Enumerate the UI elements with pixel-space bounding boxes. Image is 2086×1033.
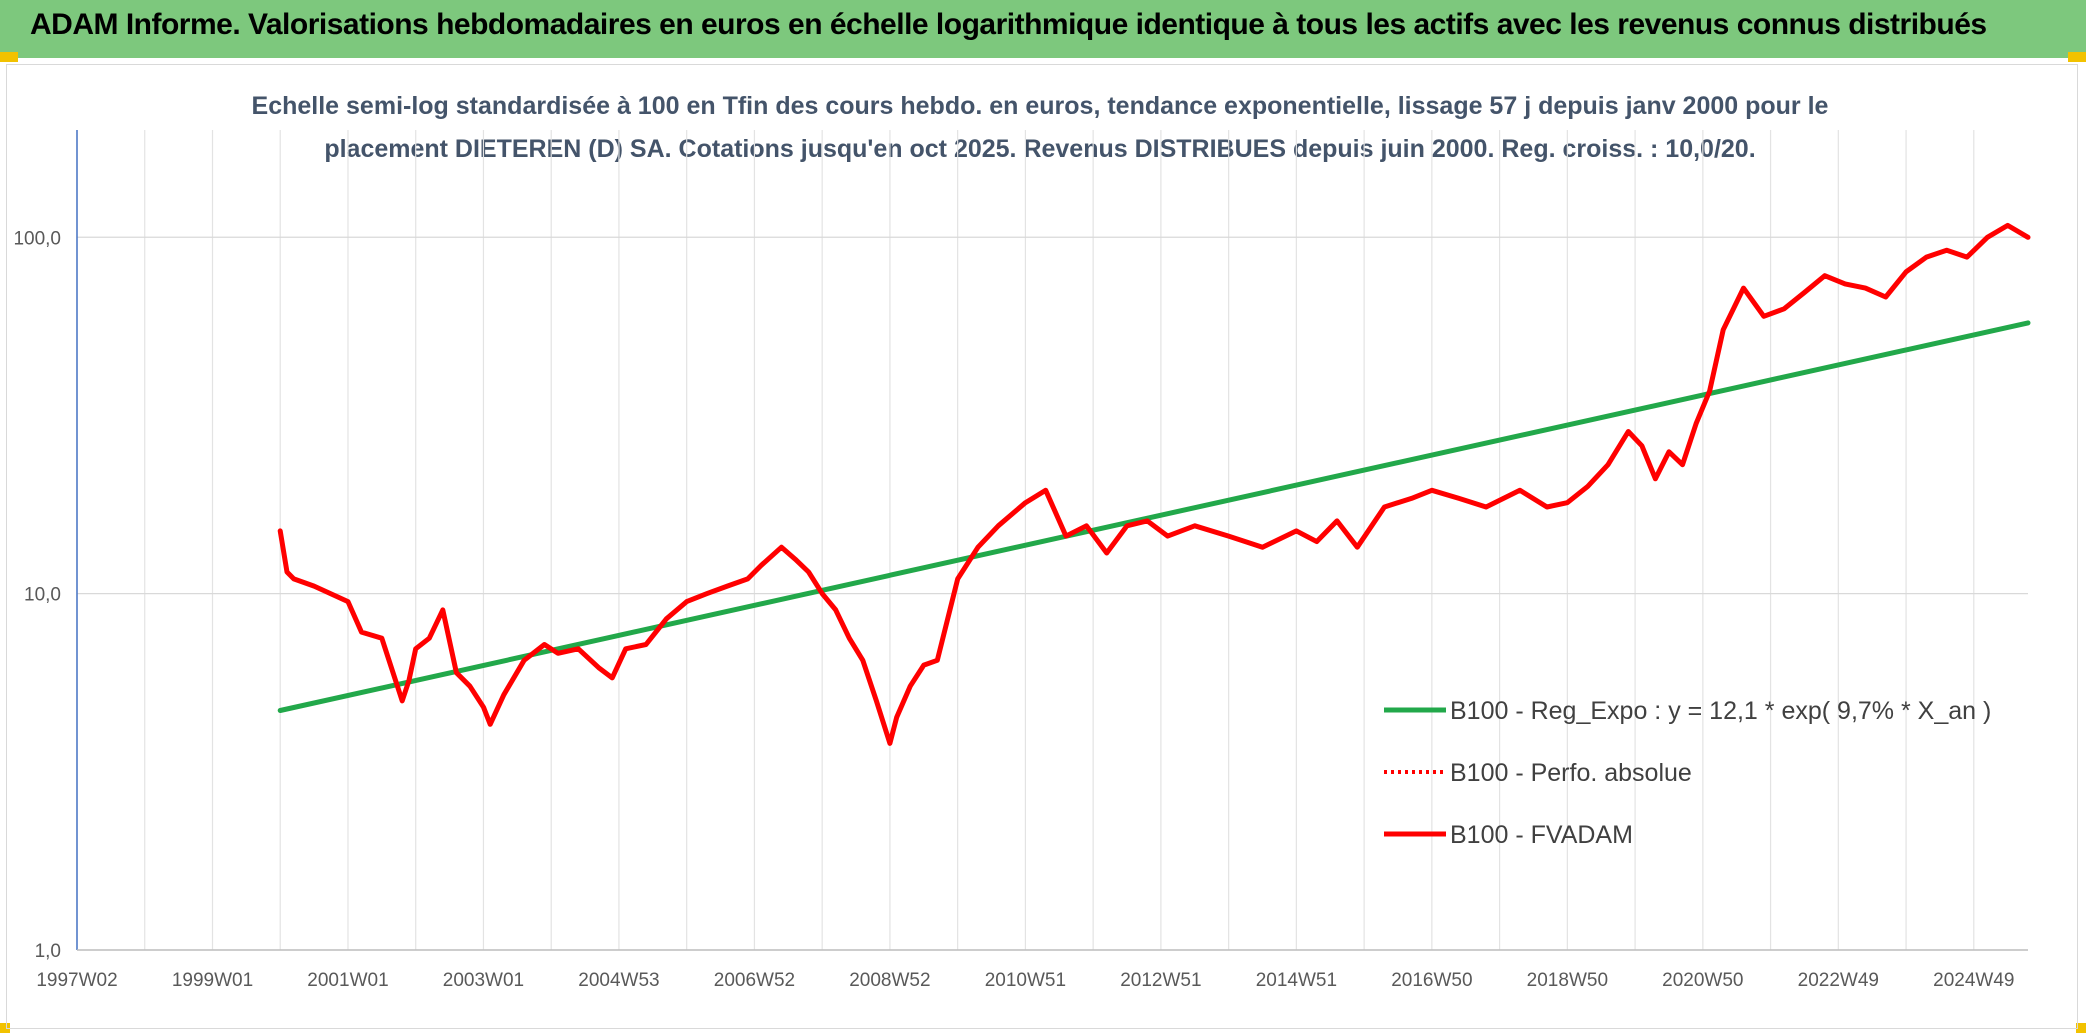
x-tick-label: 2024W49 [1933,970,2014,991]
series-line-0 [277,320,2031,713]
x-tick-label: 2012W51 [1120,970,1201,991]
chart-title-line-1: Echelle semi-log standardisée à 100 en T… [251,92,1829,120]
x-tick-label: 2008W52 [849,970,930,991]
chart-title-line-2: placement DIETEREN (D) SA. Cotations jus… [324,135,1756,163]
x-tick-label: 2014W51 [1256,970,1337,991]
x-tick-label: 2004W53 [578,970,659,991]
x-tick-label: 2018W50 [1527,970,1608,991]
x-tick-label: 2022W49 [1798,970,1879,991]
legend-label: B100 - Perfo. absolue [1450,759,1692,787]
series-line-2 [277,222,2031,746]
report-title: ADAM Informe. Valorisations hebdomadaire… [30,8,1987,41]
y-tick-label: 10,0 [24,585,61,606]
corner-mark-bottom-left [0,1023,10,1033]
report-banner: ADAM Informe. Valorisations hebdomadaire… [0,0,2086,58]
x-tick-label: 2001W01 [307,970,388,991]
x-tick-label: 2010W51 [985,970,1066,991]
corner-mark-bottom-right [2076,1023,2086,1033]
series-lines [277,222,2031,746]
corner-mark-left [0,52,18,62]
chart-frame [6,64,2078,1029]
x-tick-label: 2006W52 [714,970,795,991]
tick-labels: 1,0 10,0 100,0 1997W02 1999W01 2001W01 2003W01… [13,228,2014,991]
x-tick-label: 2020W50 [1662,970,1743,991]
legend-label: B100 - FVADAM [1450,821,1633,849]
x-tick-label: 2016W50 [1391,970,1472,991]
legend: B100 - Reg_Expo : y = 12,1 * exp( 9,7% *… [1384,697,1991,849]
y-tick-label: 1,0 [35,941,61,962]
x-tick-label: 1997W02 [36,970,117,991]
grid-lines [76,130,2028,951]
y-tick-label: 100,0 [13,228,61,249]
x-tick-label: 2003W01 [443,970,524,991]
x-tick-label: 1999W01 [172,970,253,991]
legend-label: B100 - Reg_Expo : y = 12,1 * exp( 9,7% *… [1450,697,1991,725]
axes [76,130,2028,951]
corner-mark-right [2068,52,2086,62]
